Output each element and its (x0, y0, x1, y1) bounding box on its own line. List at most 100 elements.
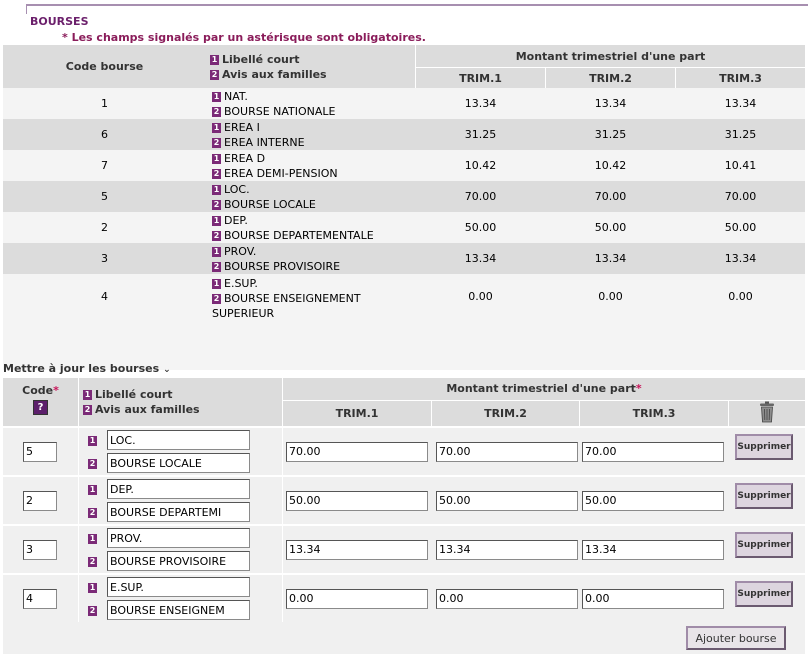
delete-button[interactable]: Supprimer (735, 434, 793, 460)
edit-col-amount-label: Montant trimestriel d'une part (446, 382, 636, 396)
legend-long-label: Avis aux familles (222, 67, 327, 81)
row-trim1: 10.42 (416, 150, 545, 181)
table-row: 6 1 EREA I 2 EREA INTERNE 31.25 31.25 31.2… (3, 119, 805, 150)
badge-2: 2 (212, 199, 221, 210)
row-trim3: 10.41 (676, 150, 805, 181)
trim2-input[interactable] (436, 441, 578, 462)
required-fields-note: * Les champs signalés par un astérisque … (62, 31, 426, 44)
row-short: LOC. (224, 182, 250, 196)
table-row: 4 1 E.SUP. 2 BOURSE ENSEIGNEMENT SUPERIEUR… (3, 274, 805, 370)
long-label-input[interactable] (107, 453, 250, 473)
table-row: 2 1 DEP. 2 BOURSE DEPARTEMENTALE 50.00 50.… (3, 212, 805, 243)
row-trim3: 70.00 (676, 181, 805, 212)
trim1-input[interactable] (286, 441, 428, 462)
row-long: BOURSE LOCALE (224, 197, 316, 211)
trim2-input[interactable] (436, 588, 578, 609)
update-bourses-label: Mettre à jour les bourses (3, 362, 160, 375)
edit-row: 1 2 Supprimer (3, 575, 805, 622)
badge-2: 2 (212, 137, 221, 148)
trash-icon-graphic (760, 401, 774, 423)
badge-2: 2 (88, 605, 97, 616)
long-label-input[interactable] (107, 600, 250, 620)
long-label-input[interactable] (107, 502, 250, 522)
add-bourse-button[interactable]: Ajouter bourse (686, 626, 786, 650)
section-frame-left (26, 4, 27, 14)
col-header-trim2: TRIM.2 (546, 67, 675, 88)
bourses-edit-table: Code* ? 1 Libellé court 2 Avis aux famille… (3, 378, 805, 622)
trim1-input[interactable] (286, 539, 428, 560)
code-input[interactable] (23, 441, 57, 462)
col-header-trim1: TRIM.1 (416, 67, 545, 88)
table-row: 5 1 LOC. 2 BOURSE LOCALE 70.00 70.00 70.00 (3, 181, 805, 212)
trim3-input[interactable] (582, 539, 724, 560)
trim2-input[interactable] (436, 539, 578, 560)
col-header-amount: Montant trimestriel d'une part (416, 45, 805, 68)
row-long: BOURSE ENSEIGNEMENT (224, 292, 361, 305)
code-input[interactable] (23, 588, 57, 609)
row-trim2: 70.00 (546, 181, 675, 212)
long-label-input[interactable] (107, 551, 250, 571)
row-trim3: 0.00 (676, 274, 805, 370)
badge-2: 2 (212, 230, 221, 241)
row-trim3: 50.00 (676, 212, 805, 243)
edit-col-trim3: TRIM.3 (580, 399, 728, 426)
row-labels: 1 EREA I 2 EREA INTERNE (206, 119, 416, 150)
row-trim2: 31.25 (546, 119, 675, 150)
delete-button[interactable]: Supprimer (735, 483, 793, 509)
trim2-input[interactable] (436, 490, 578, 511)
row-short: EREA I (224, 120, 260, 134)
trash-icon[interactable] (729, 399, 805, 426)
row-trim2: 0.00 (546, 274, 675, 370)
row-trim1: 31.25 (416, 119, 545, 150)
trim1-input[interactable] (286, 490, 428, 511)
trim1-input[interactable] (286, 588, 428, 609)
code-input[interactable] (23, 490, 57, 511)
row-trim2: 13.34 (546, 243, 675, 274)
row-short: EREA D (224, 151, 266, 165)
short-label-input[interactable] (107, 430, 250, 450)
required-star: * (53, 384, 59, 397)
row-long: BOURSE NATIONALE (224, 104, 336, 118)
trim3-input[interactable] (582, 490, 724, 511)
edit-col-legend: 1 Libellé court 2 Avis aux familles (79, 378, 282, 426)
badge-1: 1 (212, 279, 221, 289)
delete-button[interactable]: Supprimer (735, 581, 793, 607)
row-trim1: 50.00 (416, 212, 545, 243)
trim3-input[interactable] (582, 441, 724, 462)
legend-short-label: Libellé court (95, 388, 173, 401)
trim3-input[interactable] (582, 588, 724, 609)
bourses-list-table: Code bourse 1 Libellé court 2 Avis aux fam… (3, 45, 805, 370)
badge-2: 2 (83, 405, 92, 415)
badge-1: 1 (212, 215, 221, 226)
row-long-continued: SUPERIEUR (212, 307, 275, 320)
row-code: 1 (3, 88, 206, 119)
row-code: 6 (3, 119, 206, 150)
row-code: 4 (3, 274, 206, 370)
short-label-input[interactable] (107, 528, 250, 548)
badge-1: 1 (212, 246, 221, 257)
legend-short-label: Libellé court (222, 52, 300, 66)
short-label-input[interactable] (107, 577, 250, 597)
row-labels: 1 PROV. 2 BOURSE PROVISOIRE (206, 243, 416, 274)
short-label-input[interactable] (107, 479, 250, 499)
code-input[interactable] (23, 539, 57, 560)
row-short: DEP. (224, 213, 248, 227)
row-trim1: 13.34 (416, 88, 545, 119)
badge-1: 1 (210, 54, 219, 65)
edit-col-code: Code* ? (3, 378, 78, 426)
help-icon[interactable]: ? (33, 400, 48, 415)
update-bourses-link[interactable]: Mettre à jour les bourses ⌄ (3, 362, 171, 375)
delete-button[interactable]: Supprimer (735, 532, 793, 558)
edit-row: 1 2 Supprimer (3, 526, 805, 573)
row-labels: 1 DEP. 2 BOURSE DEPARTEMENTALE (206, 212, 416, 243)
table-row: 3 1 PROV. 2 BOURSE PROVISOIRE 13.34 13.34 … (3, 243, 805, 274)
row-labels: 1 NAT. 2 BOURSE NATIONALE (206, 88, 416, 119)
badge-1: 1 (212, 184, 221, 195)
row-long: BOURSE DEPARTEMENTALE (224, 228, 374, 242)
edit-col-trim2: TRIM.2 (432, 399, 579, 426)
badge-1: 1 (88, 582, 97, 593)
badge-1: 1 (88, 533, 97, 544)
row-long: EREA INTERNE (224, 135, 305, 149)
row-long: BOURSE PROVISOIRE (224, 259, 341, 273)
row-trim3: 13.34 (676, 243, 805, 274)
